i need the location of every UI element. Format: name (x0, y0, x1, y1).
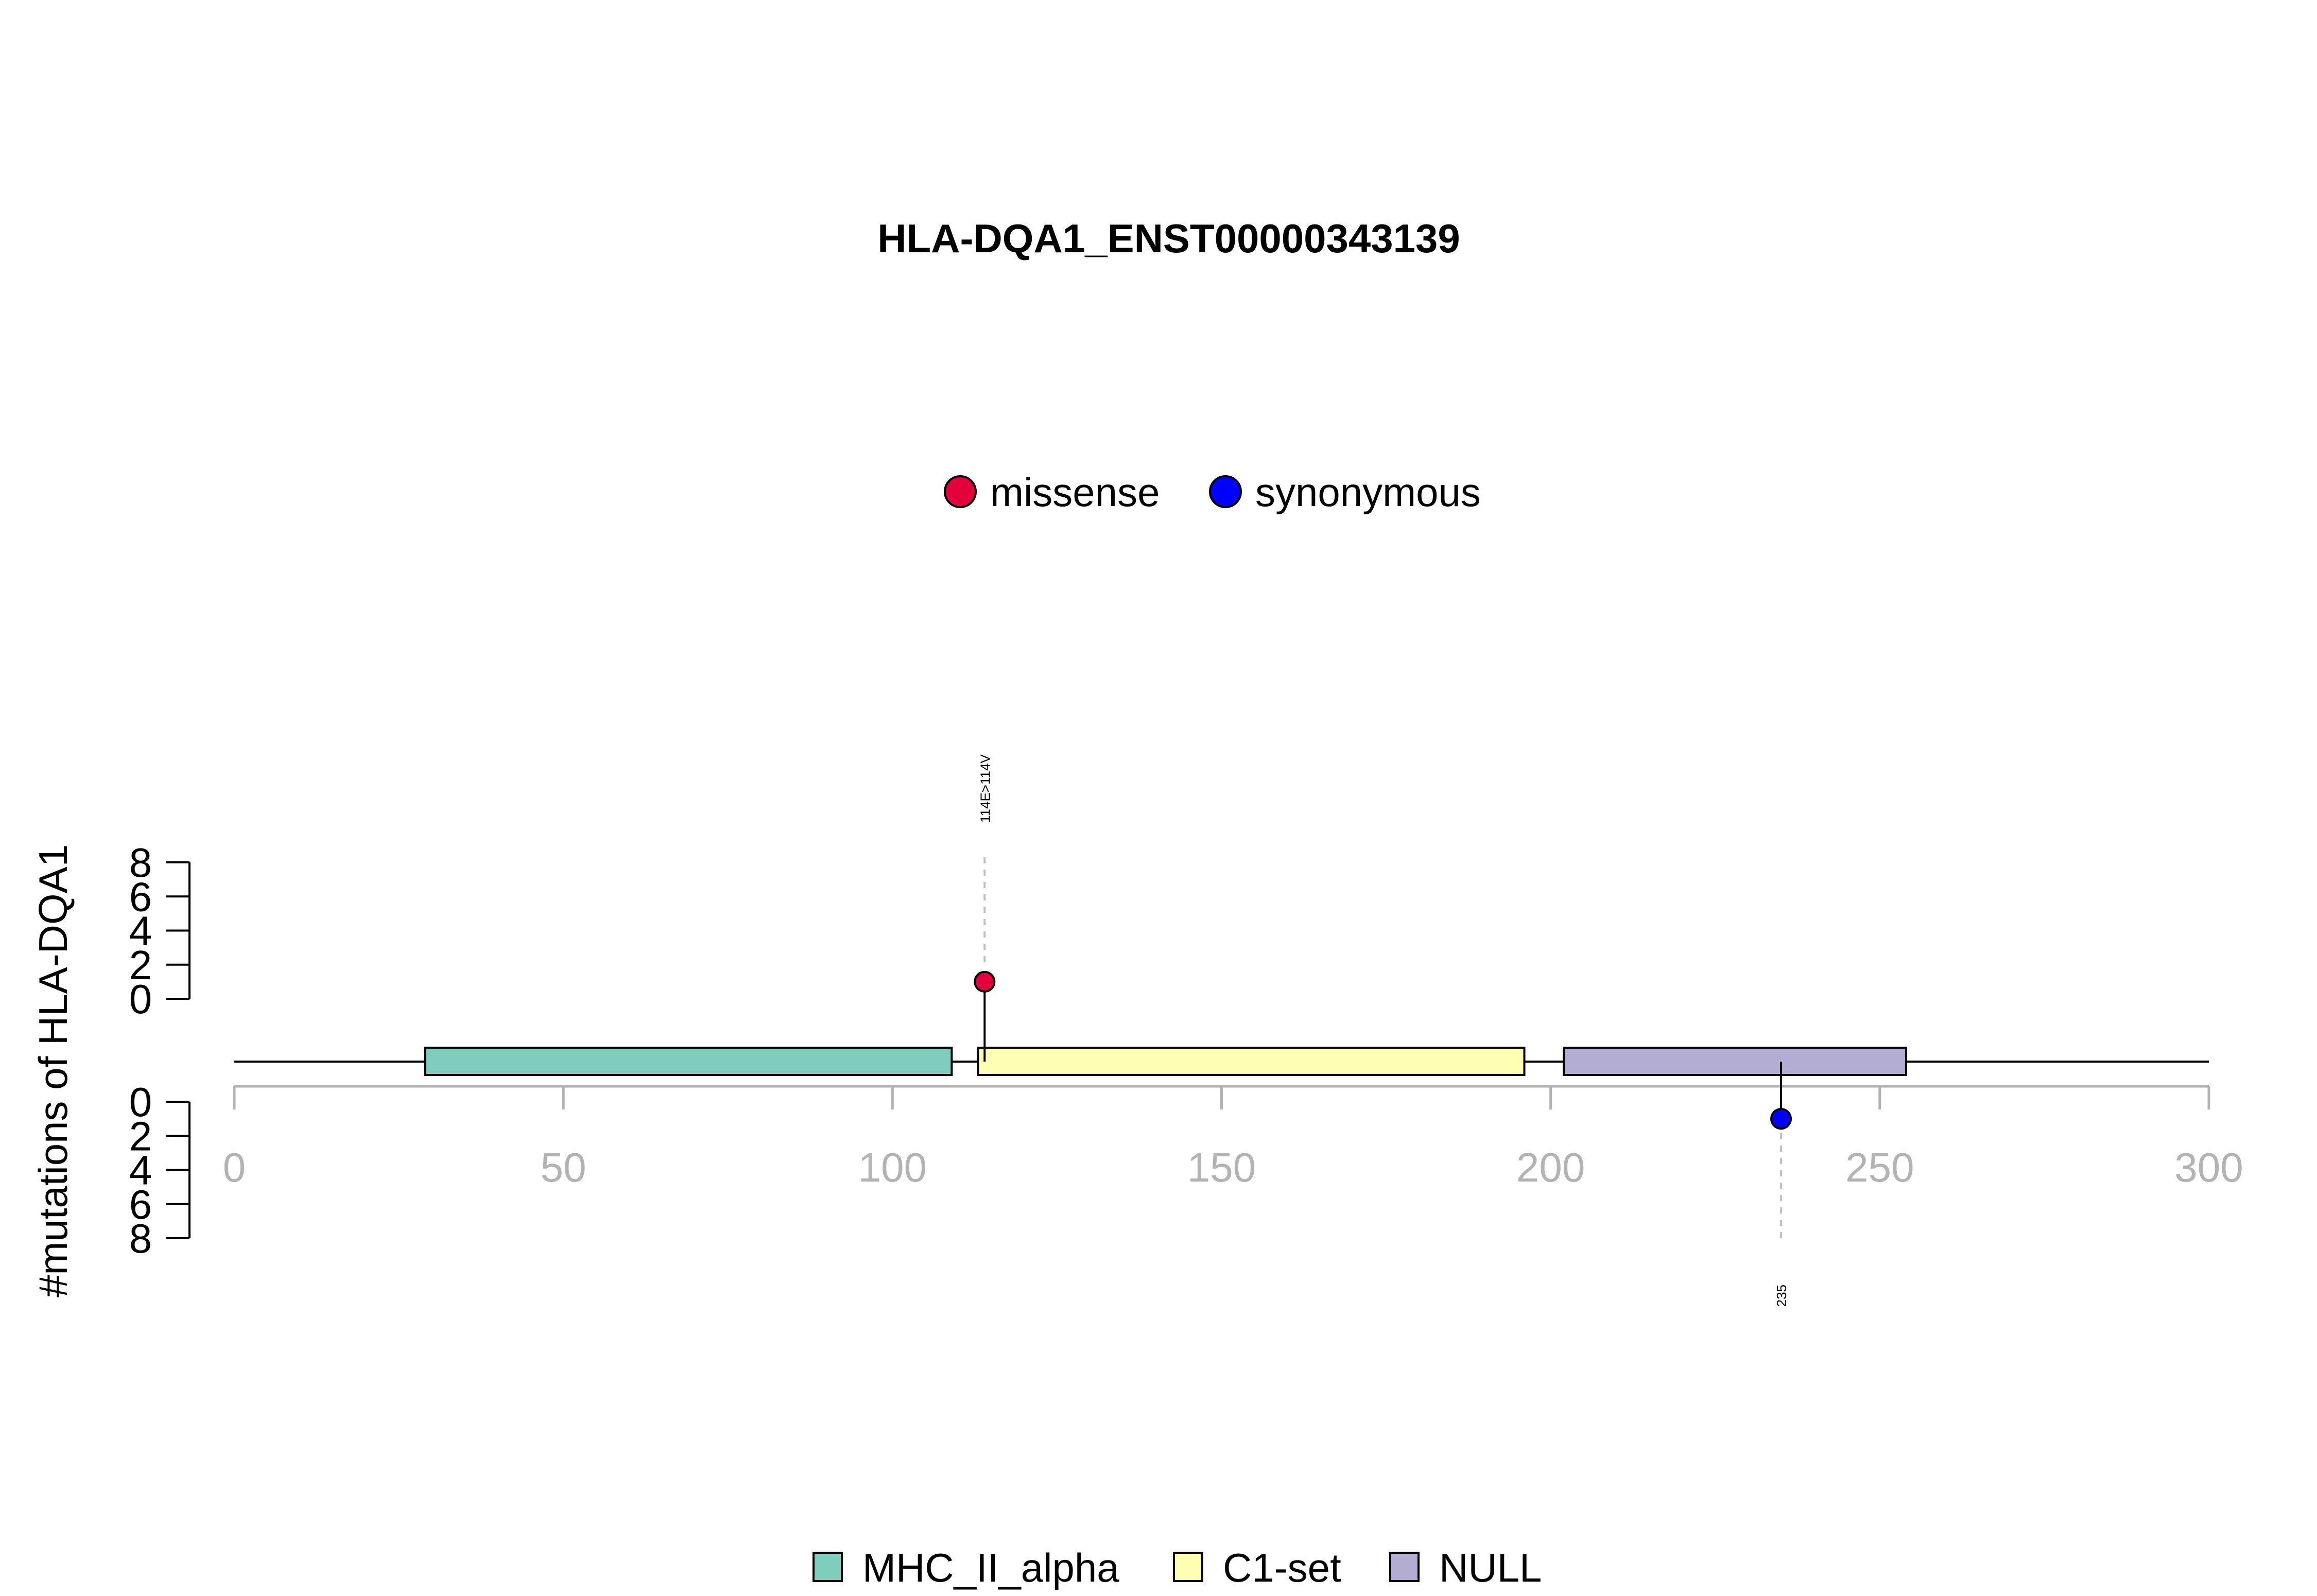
mutation-point-235 (1770, 1108, 1792, 1130)
y-lower-tick-label-0: 0 (129, 1079, 152, 1125)
y-axis-label: #mutations of HLA-DQA1 (30, 844, 76, 1297)
y-lower-tick-label-6: 6 (129, 1182, 152, 1227)
domain-legend-swatch-mhc-ii-alpha (812, 1552, 843, 1582)
mutation-point-114e-114v (974, 970, 996, 993)
mutation-label-114e-114v: 114E>114V (977, 754, 993, 823)
x-tick-label-150: 150 (1187, 1144, 1256, 1190)
domain-legend-label-mhc-ii-alpha: MHC_II_alpha (862, 1545, 1119, 1590)
mutation-label-235: 235 (1774, 1285, 1789, 1307)
x-tick-label-0: 0 (223, 1144, 246, 1190)
legend-label-missense: missense (990, 470, 1160, 515)
domain-legend-label-null: NULL (1439, 1545, 1542, 1590)
domain-c1-set (977, 1047, 1526, 1076)
y-upper-tick-label-8: 8 (129, 840, 152, 886)
domain-legend: MHC_II_alpha C1-set NULL (812, 1545, 1542, 1590)
legend-marker-synonymous (1209, 475, 1242, 508)
y-lower-tick-label-4: 4 (129, 1148, 152, 1193)
mutations: 114E>114V 235 (974, 754, 1792, 1307)
domain-legend-swatch-c1-set (1173, 1552, 1203, 1582)
chart-title: HLA-DQA1_ENST00000343139 (877, 216, 1460, 261)
y-lower-tick-label-2: 2 (129, 1113, 152, 1159)
y-upper-tick-label-6: 6 (129, 874, 152, 920)
y-upper-tick-label-0: 0 (129, 976, 152, 1022)
domain-null (1563, 1047, 1907, 1076)
x-axis: 0 50 100 150 200 250 300 (223, 1085, 2243, 1190)
x-tick-label-250: 250 (1845, 1144, 1914, 1190)
domain-legend-swatch-null (1389, 1552, 1420, 1582)
legend-marker-missense (944, 475, 977, 508)
x-tick-label-200: 200 (1516, 1144, 1585, 1190)
domains (424, 1047, 1907, 1076)
x-tick-label-300: 300 (2174, 1144, 2243, 1190)
x-tick-label-50: 50 (541, 1144, 586, 1190)
x-tick-label-100: 100 (858, 1144, 927, 1190)
domain-legend-label-c1-set: C1-set (1223, 1545, 1341, 1590)
y-upper-tick-label-4: 4 (129, 908, 152, 954)
mutation-legend: missense synonymous (944, 470, 1481, 515)
domain-mhc-ii-alpha (424, 1047, 953, 1076)
y-lower-tick-label-8: 8 (129, 1216, 152, 1261)
y-upper-tick-label-2: 2 (129, 942, 152, 988)
legend-label-synonymous: synonymous (1255, 470, 1481, 515)
